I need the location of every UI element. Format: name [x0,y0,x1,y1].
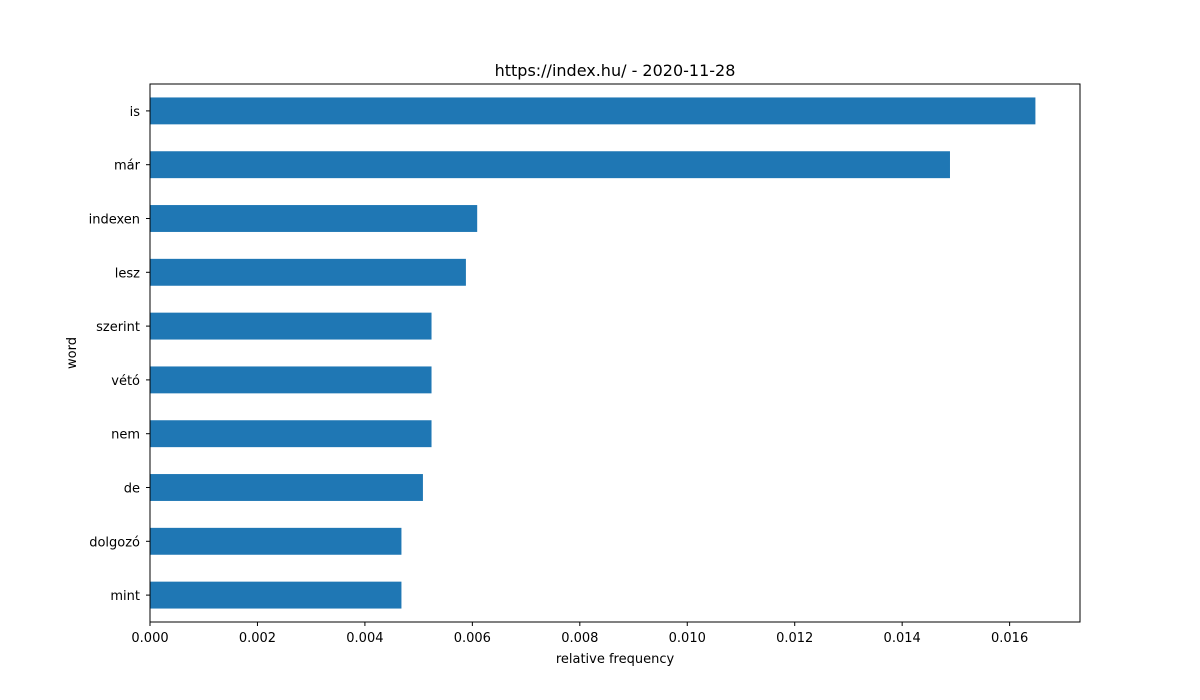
x-tick-label: 0.006 [454,631,491,646]
bar-nem [150,420,432,448]
bar-szerint [150,312,432,340]
x-axis: 0.000 0.002 0.004 0.006 0.008 0.010 0.012 0.014… [131,622,1028,646]
chart-title: https://index.hu/ - 2020-11-28 [495,61,736,80]
y-tick-label: is [130,105,141,120]
x-tick-label: 0.012 [776,631,813,646]
bars-group [150,97,1036,609]
x-axis-label: relative frequency [556,652,675,667]
bar-indexen [150,205,478,232]
x-tick-label: 0.004 [346,631,383,646]
x-tick-label: 0.000 [131,631,168,646]
y-tick-label: indexen [89,213,140,228]
y-tick-label: mint [110,589,140,604]
x-tick-label: 0.014 [884,631,921,646]
bar-is [150,97,1036,125]
y-tick-label: vétó [111,374,140,389]
bar-lesz [150,258,466,286]
y-tick-label: lesz [115,266,140,281]
x-tick-label: 0.008 [561,631,598,646]
x-tick-label: 0.010 [669,631,706,646]
bar-mint [150,581,402,609]
y-axis: is már indexen lesz szerint vétó nem de dolgozó m… [89,105,150,604]
bar-dolgozó [150,527,402,555]
y-tick-label: de [124,482,140,497]
y-tick-label: nem [111,428,140,443]
bar-de [150,474,423,501]
y-tick-label: már [114,159,141,174]
plot-frame [149,83,1081,623]
y-tick-label: dolgozó [89,535,140,550]
bar-vétó [150,366,432,394]
y-tick-label: szerint [96,320,140,335]
x-tick-label: 0.002 [239,631,276,646]
y-axis-label: word [65,337,80,369]
x-tick-label: 0.016 [991,631,1028,646]
bar-már [150,151,950,179]
